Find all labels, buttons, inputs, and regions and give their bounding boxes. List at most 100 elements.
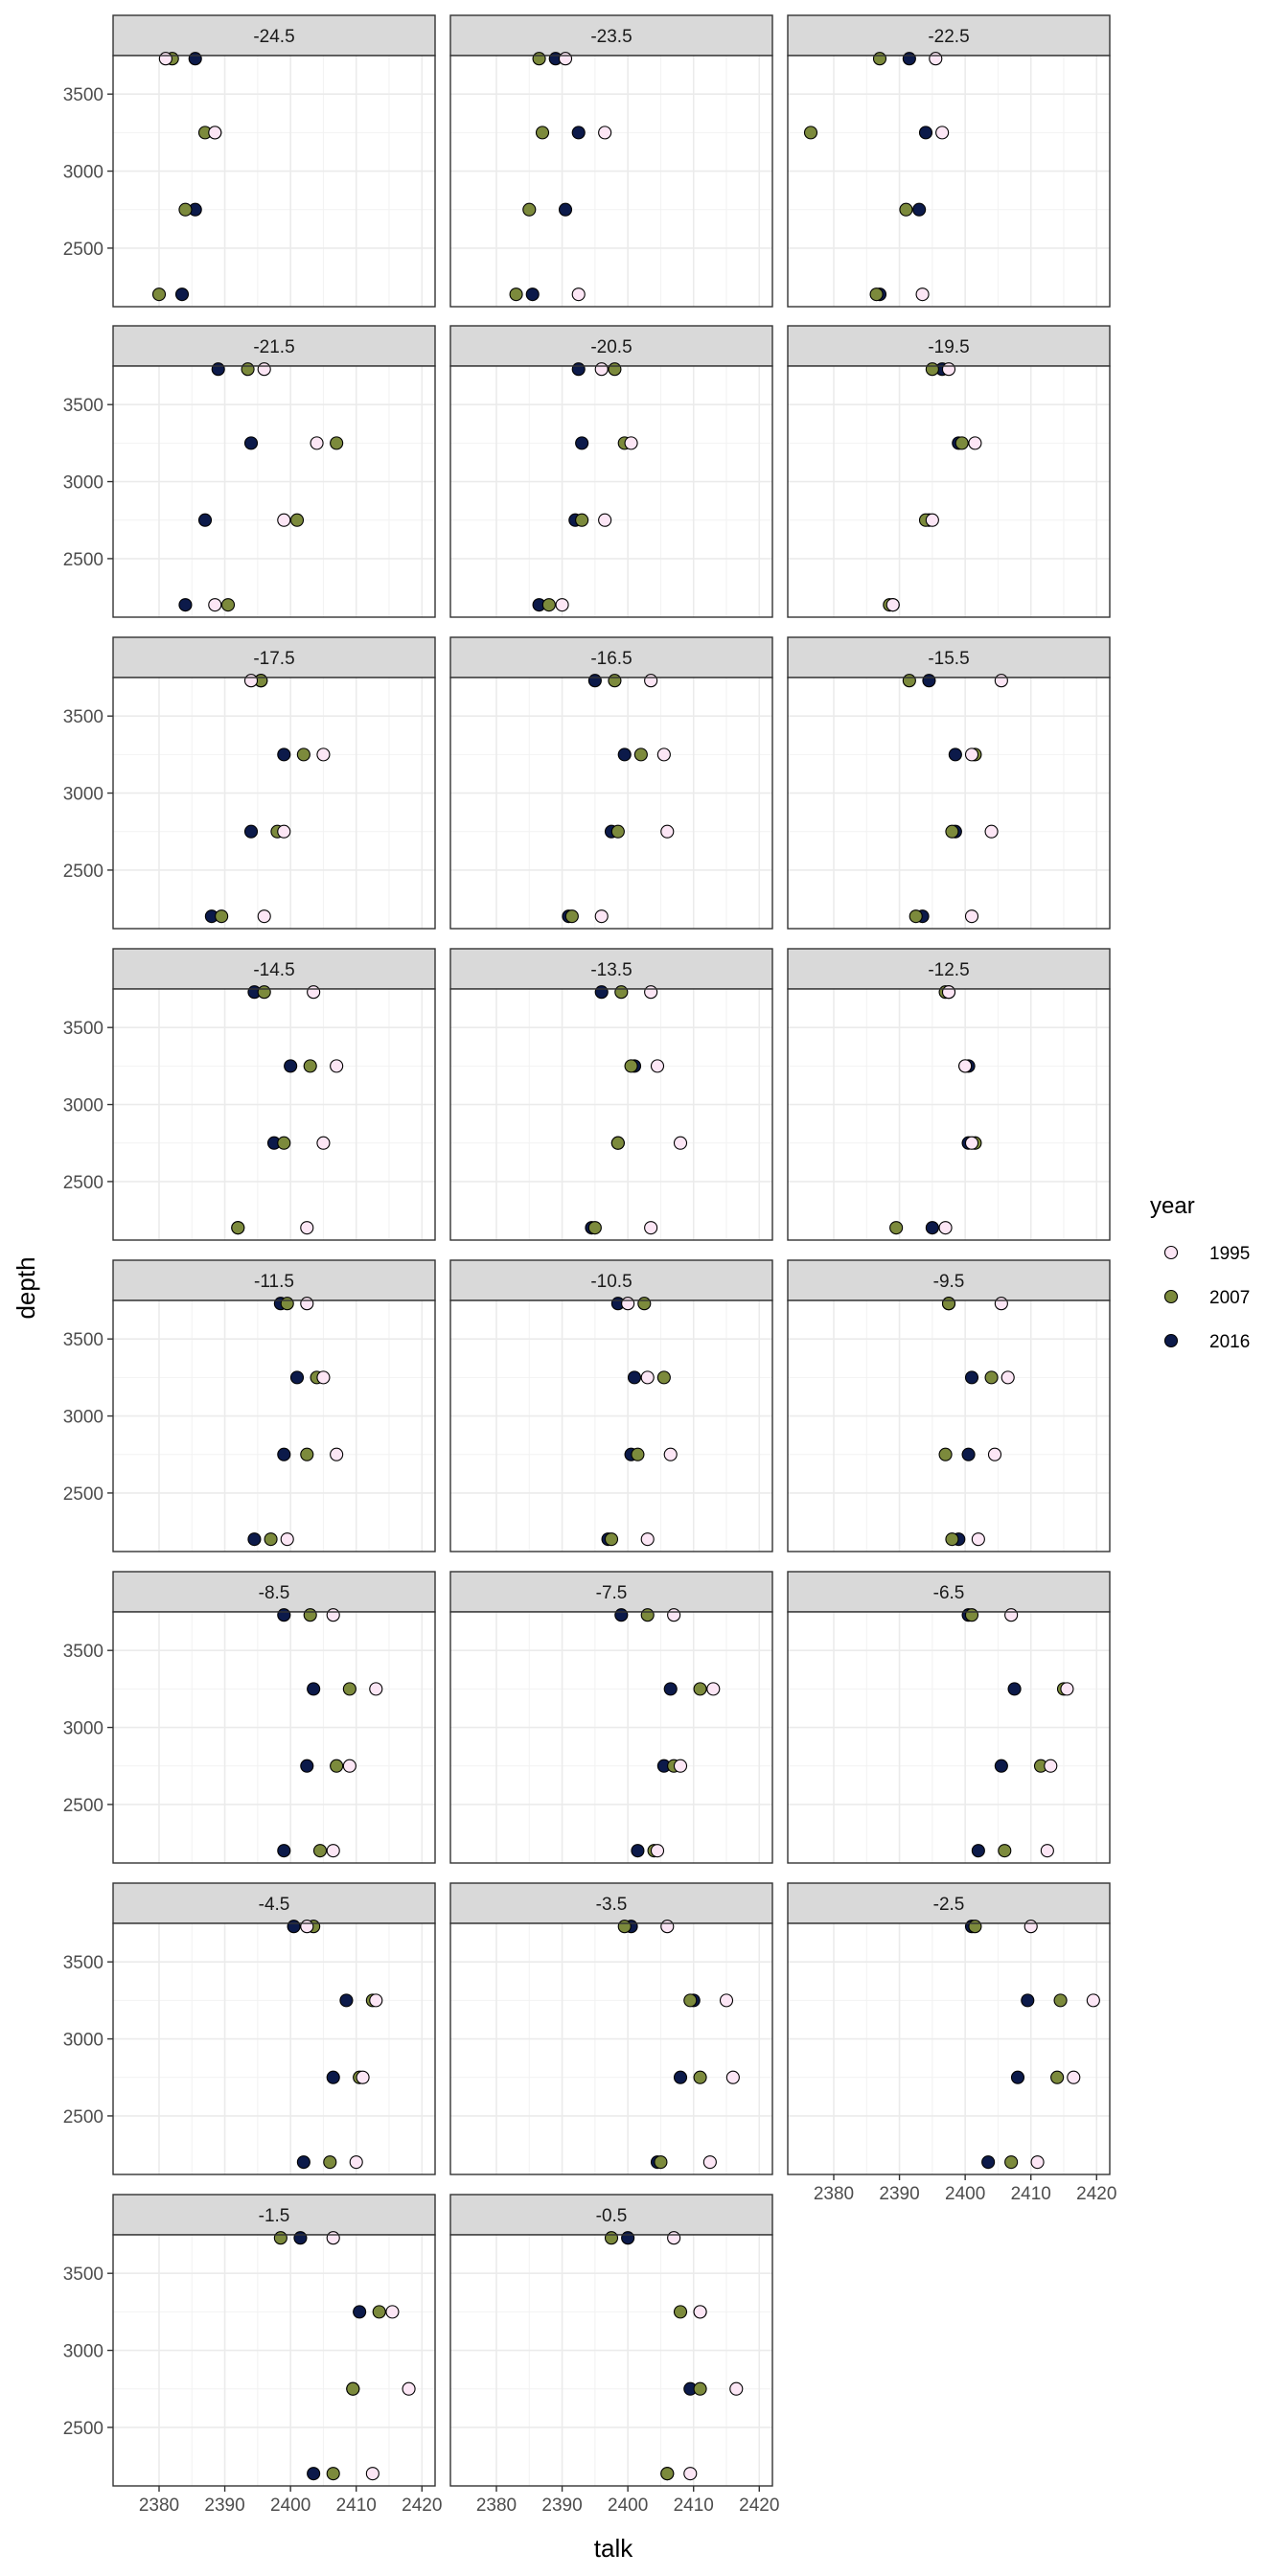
facet-strip [112,14,436,57]
facet-label: -16.5 [590,649,632,669]
panel-background [788,1300,1110,1552]
data-point-2016 [174,288,190,302]
data-point-2007 [908,909,923,924]
data-point-2007 [889,1221,904,1235]
panel-border [112,988,436,1241]
data-point-1995 [326,2231,340,2245]
x-tick-label: 2380 [814,2184,854,2204]
data-point-2007 [683,1993,698,2008]
data-point-1995 [640,1532,655,1547]
facet-panel: -2.5 [787,1882,1111,2175]
data-point-2016 [627,1370,642,1385]
data-point-1995 [571,288,586,302]
data-point-1995 [1086,1993,1100,2008]
panel-background [113,678,435,929]
data-point-2016 [277,1844,291,1858]
data-point-2007 [660,2467,675,2481]
data-point-2016 [587,674,602,688]
x-tick-label: 2390 [879,2184,919,2204]
data-point-2016 [964,1370,979,1385]
data-point-1995 [1060,1682,1074,1696]
data-point-1995 [1000,1370,1015,1385]
data-point-2007 [964,1608,979,1622]
data-point-2007 [522,202,537,217]
x-tick-label: 2420 [739,2496,779,2516]
y-tick-label: 2500 [63,550,104,570]
data-point-2016 [326,2070,340,2084]
data-point-1995 [402,2381,416,2396]
facet-panel: -1.5 [112,2194,436,2487]
data-point-1995 [277,513,291,527]
data-point-2016 [289,1370,305,1385]
panel-background [113,1300,435,1552]
facet-panel: -6.5 [787,1571,1111,1864]
data-point-2016 [971,1844,985,1858]
data-point-2007 [693,2381,707,2396]
x-tick-label: 2420 [1076,2184,1116,2204]
facet-strip [787,1259,1111,1301]
data-point-1995 [925,513,939,527]
data-point-2007 [231,1221,245,1235]
data-point-1995 [964,909,979,924]
facet-panel: -13.5 [449,948,773,1241]
facet-panel: -17.5 [112,636,436,930]
data-point-2016 [1021,1993,1035,2008]
panel-border [449,1300,773,1552]
data-point-2007 [984,1370,999,1385]
data-point-2007 [346,2381,360,2396]
panel-border [112,1300,436,1552]
data-point-2007 [1004,2155,1019,2170]
data-point-1995 [640,1370,655,1385]
x-tick-label: 2400 [945,2184,985,2204]
data-point-1995 [300,1920,314,1934]
facet-strip [787,1882,1111,1924]
facet-label: -17.5 [253,649,294,669]
data-point-2016 [339,1993,354,2008]
data-point-1995 [941,362,956,377]
facet-strip [449,636,773,678]
facet-panel: -12.5 [787,948,1111,1241]
x-tick-label: 2400 [608,2496,648,2516]
facet-panel: -3.5 [449,1882,773,2175]
data-point-2007 [342,1682,356,1696]
facet-label: -3.5 [596,1895,628,1915]
data-point-1995 [958,1059,973,1073]
data-point-1995 [929,52,943,66]
data-point-2007 [608,674,622,688]
panel-background [113,56,435,307]
data-point-1995 [725,2070,740,2084]
panel-border [787,988,1111,1241]
y-tick-label: 3000 [63,785,104,805]
data-point-2016 [614,1608,629,1622]
data-point-2007 [673,2305,688,2319]
facet-label: -12.5 [928,960,969,980]
panel-border [787,55,1111,308]
legend-key-2016 [1163,1333,1179,1348]
x-tick-label: 2390 [541,2496,582,2516]
panel-border [112,1611,436,1864]
data-point-2016 [277,1447,291,1461]
data-point-1995 [673,1759,688,1773]
data-point-1995 [300,1297,314,1311]
data-point-2007 [178,202,193,217]
data-point-2007 [654,2155,668,2170]
data-point-1995 [667,1608,681,1622]
facet-strip [449,325,773,367]
panel-background [788,1923,1110,2174]
data-point-1995 [660,824,675,839]
data-point-1995 [644,1221,658,1235]
legend-label-2007: 2007 [1209,1288,1250,1308]
data-point-1995 [683,2467,698,2481]
data-point-2007 [303,1059,317,1073]
y-tick-label: 3000 [63,1408,104,1428]
x-tick-label: 2410 [674,2496,714,2516]
panel-background [450,678,772,929]
y-tick-label: 3500 [63,1330,104,1350]
data-point-2007 [312,1844,328,1858]
facet-panel: -16.5 [449,636,773,930]
x-tick-label: 2380 [139,2496,179,2516]
data-point-1995 [598,126,612,140]
data-point-1995 [316,1136,331,1150]
data-point-2007 [264,1532,278,1547]
data-point-1995 [644,985,658,1000]
